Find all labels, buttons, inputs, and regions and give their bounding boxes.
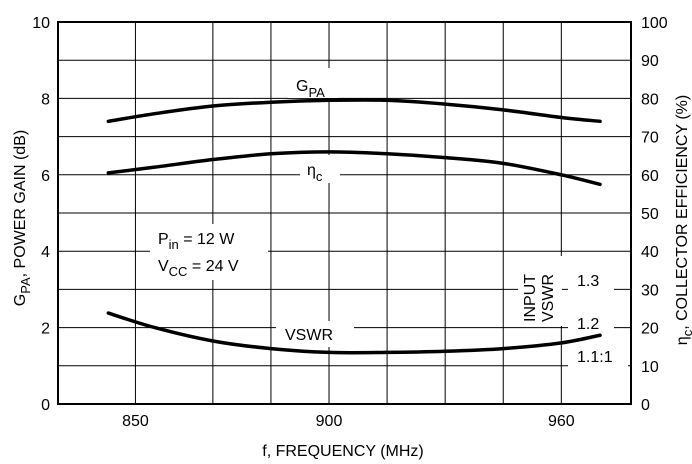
y-tick-label-right: 100 bbox=[641, 15, 668, 32]
y-tick-label-left: 2 bbox=[41, 321, 50, 338]
label-knockout bbox=[300, 155, 340, 183]
x-tick-label: 900 bbox=[316, 413, 343, 430]
y-tick-label-right: 30 bbox=[641, 282, 659, 299]
y-tick-label-left: 0 bbox=[41, 397, 50, 414]
vswr-scale-label-1-1: 1.1:1 bbox=[577, 349, 613, 366]
label-knockout bbox=[568, 311, 614, 337]
input-vswr-title-2: VSWR bbox=[540, 274, 557, 322]
x-tick-label: 850 bbox=[122, 413, 149, 430]
y-tick-label-left: 6 bbox=[41, 168, 50, 185]
plot-frame bbox=[57, 21, 632, 405]
condition-pin: Pin = 12 W bbox=[158, 231, 235, 252]
vswr-scale-label-1-2: 1.2 bbox=[577, 316, 599, 333]
y-tick-label-right: 20 bbox=[641, 321, 659, 338]
y-tick-label-left: 4 bbox=[41, 244, 50, 261]
label-knockout bbox=[568, 268, 614, 294]
label-knockout bbox=[276, 321, 354, 347]
eta-c-curve-label: ηc bbox=[307, 162, 323, 184]
y-tick-label-right: 70 bbox=[641, 130, 659, 147]
y-axis-title-right: ηc, COLLECTOR EFFICIENCY (%) bbox=[674, 95, 692, 345]
x-axis-title: f, FREQUENCY (MHz) bbox=[262, 443, 423, 460]
y-tick-label-right: 40 bbox=[641, 244, 659, 261]
eta-c-curve bbox=[106, 150, 602, 187]
vswr-curve bbox=[106, 311, 602, 355]
y-tick-label-left: 8 bbox=[41, 91, 50, 108]
condition-vcc: VCC = 24 V bbox=[158, 258, 239, 279]
label-knockout bbox=[150, 224, 268, 280]
label-backgrounds bbox=[150, 68, 628, 370]
data-series bbox=[106, 98, 602, 355]
gpa-curve-label: GPA bbox=[296, 78, 325, 100]
vswr-curve-label: VSWR bbox=[285, 327, 333, 344]
y-tick-label-left: 10 bbox=[32, 15, 50, 32]
vswr-scale-label-1-3: 1.3 bbox=[577, 273, 599, 290]
y-tick-label-right: 80 bbox=[641, 91, 659, 108]
gpa-curve bbox=[106, 98, 602, 124]
label-knockout bbox=[518, 256, 562, 326]
label-knockout bbox=[288, 68, 338, 98]
y-axis-title-left: GPA, POWER GAIN (dB) bbox=[12, 130, 33, 306]
x-tick-label: 960 bbox=[548, 413, 575, 430]
y-tick-label-right: 90 bbox=[641, 53, 659, 70]
y-tick-label-right: 60 bbox=[641, 168, 659, 185]
y-tick-label-right: 0 bbox=[641, 397, 650, 414]
input-vswr-title: INPUT bbox=[522, 274, 539, 322]
label-knockout bbox=[568, 344, 628, 370]
y-tick-label-right: 10 bbox=[641, 359, 659, 376]
y-tick-label-right: 50 bbox=[641, 206, 659, 223]
